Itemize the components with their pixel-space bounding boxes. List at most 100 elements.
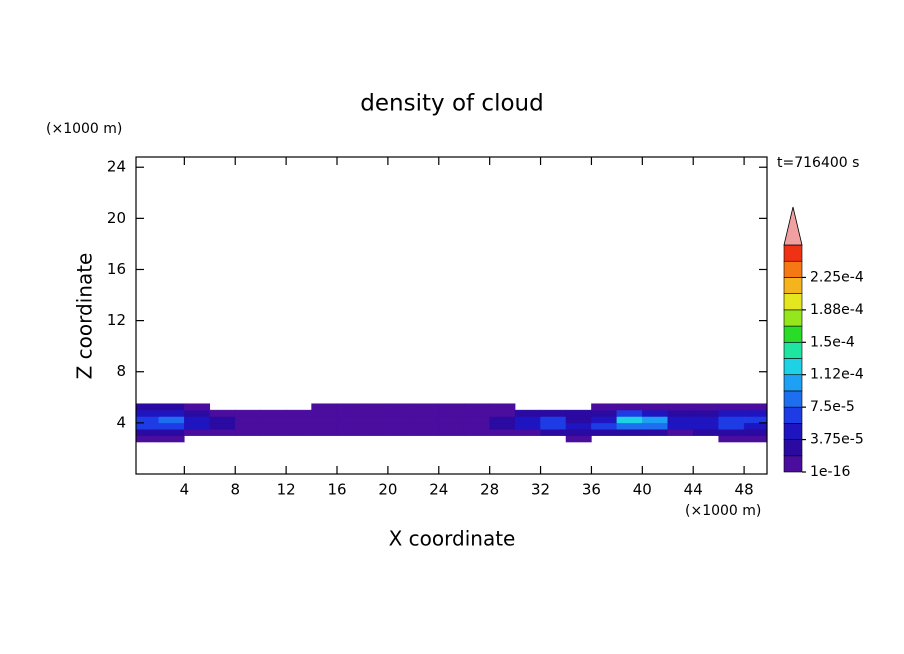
contour-cell — [387, 429, 414, 436]
contour-cell — [438, 422, 465, 430]
x-unit-label: (×1000 m) — [685, 503, 761, 519]
contour-cell — [591, 422, 618, 430]
x-tick-label: 12 — [277, 481, 296, 499]
colorbar-band — [783, 260, 803, 278]
contour-cell — [514, 409, 541, 417]
contour-cell — [463, 429, 490, 436]
contour-cell — [260, 422, 287, 430]
contour-cell — [362, 422, 389, 430]
contour-cell — [540, 422, 567, 430]
contour-cell — [413, 422, 440, 430]
contour-cell — [362, 403, 389, 411]
contour-cell — [718, 435, 745, 443]
colorbar-band — [783, 439, 803, 457]
colorbar-overflow — [783, 206, 803, 246]
colorbar-band — [783, 374, 803, 392]
contour-cell — [514, 429, 541, 436]
time-label: t=716400 s — [777, 155, 859, 171]
colorbar-band — [783, 309, 803, 327]
contour-cell — [743, 422, 768, 430]
contour-cell — [463, 416, 490, 424]
contour-cell — [667, 422, 694, 430]
contour-cell — [591, 403, 618, 411]
contour-cell — [184, 416, 211, 424]
contour-cell — [260, 416, 287, 424]
colorbar-tick-label: 3.75e-5 — [810, 432, 864, 448]
colorbar-band — [783, 406, 803, 424]
contour-cell — [463, 409, 490, 417]
contour-cell — [184, 409, 211, 417]
contour-cell — [438, 429, 465, 436]
contour-cell — [692, 409, 719, 417]
contour-cell — [387, 416, 414, 424]
contour-cell — [234, 409, 261, 417]
contour-cell — [616, 429, 643, 436]
contour-cell — [311, 403, 338, 411]
contour-cell — [311, 429, 338, 436]
contour-cell — [184, 429, 211, 436]
y-tick-label: 20 — [107, 209, 126, 227]
colorbar-band — [783, 325, 803, 343]
contour-cell — [514, 416, 541, 424]
contour-cell — [540, 429, 567, 436]
contour-cell — [184, 403, 211, 411]
contour-cell — [489, 409, 516, 417]
contour-cell — [616, 409, 643, 417]
contour-cell — [743, 409, 768, 417]
contour-cell — [311, 409, 338, 417]
contour-cell — [489, 422, 516, 430]
contour-cell — [387, 422, 414, 430]
x-tick-label: 20 — [378, 481, 397, 499]
contour-cell — [540, 409, 567, 417]
contour-cell — [642, 422, 669, 430]
contour-cell — [565, 416, 592, 424]
contour-cell — [158, 403, 185, 411]
contour-cell — [260, 429, 287, 436]
contour-cell — [565, 409, 592, 417]
x-tick-label: 36 — [582, 481, 601, 499]
contour-cell — [285, 429, 312, 436]
contour-cell — [413, 429, 440, 436]
colorbar-band — [783, 244, 803, 262]
y-tick-label: 16 — [107, 260, 126, 278]
colorbar-band — [783, 358, 803, 376]
contour-cell — [591, 416, 618, 424]
contour-cell — [234, 429, 261, 436]
contour-cell — [135, 429, 160, 436]
contour-cell — [642, 416, 669, 424]
contour-cell — [285, 416, 312, 424]
colorbar-tick-label: 1.5e-4 — [810, 334, 855, 350]
y-tick-label: 12 — [107, 311, 126, 329]
contour-cell — [209, 422, 236, 430]
contour-cell — [311, 422, 338, 430]
contour-cell — [158, 429, 185, 436]
contour-cell — [387, 409, 414, 417]
contour-cell — [591, 429, 618, 436]
x-tick-label: 32 — [531, 481, 550, 499]
contour-cell — [692, 403, 719, 411]
contour-cell — [413, 409, 440, 417]
contour-cell — [667, 409, 694, 417]
contour-cell — [718, 429, 745, 436]
contour-cell — [438, 409, 465, 417]
colorbar-band — [783, 455, 803, 473]
contour-cell — [692, 422, 719, 430]
colorbar-tick-label: 1.12e-4 — [810, 367, 864, 383]
contour-cell — [362, 409, 389, 417]
x-tick-label: 8 — [230, 481, 240, 499]
contour-cell — [362, 429, 389, 436]
colorbar-tick-label: 2.25e-4 — [810, 269, 864, 285]
contour-cell — [336, 416, 363, 424]
contour-cell — [362, 416, 389, 424]
x-tick-label: 48 — [735, 481, 754, 499]
chart-title: density of cloud — [360, 91, 543, 117]
contour-cell — [158, 409, 185, 417]
contour-cell — [718, 409, 745, 417]
contour-cell — [209, 429, 236, 436]
contour-cell — [438, 416, 465, 424]
contour-cell — [667, 403, 694, 411]
contour-cell — [616, 403, 643, 411]
contour-cell — [718, 403, 745, 411]
contour-cell — [616, 422, 643, 430]
